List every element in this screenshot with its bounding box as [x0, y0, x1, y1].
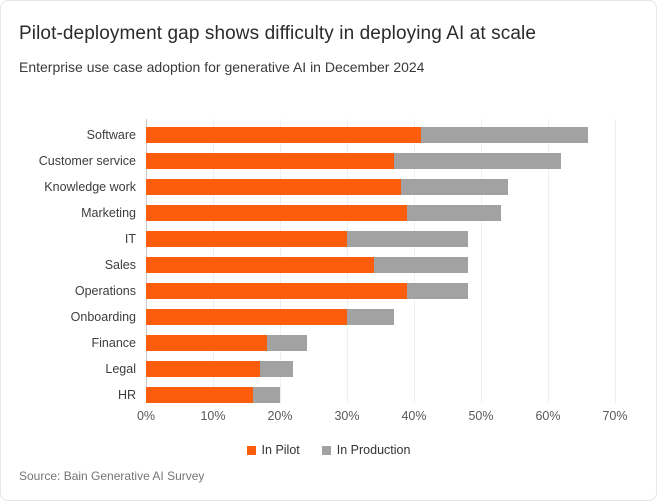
category-label: IT — [124, 232, 136, 246]
bar-segment-in-pilot — [146, 179, 401, 195]
chart-subtitle: Enterprise use case adoption for generat… — [19, 59, 425, 75]
x-tick-label: 10% — [200, 409, 226, 423]
x-tick-label: 40% — [401, 409, 427, 423]
legend-swatch-icon — [321, 445, 331, 455]
bar-row — [146, 283, 468, 299]
category-label: Finance — [91, 336, 136, 350]
bar-segment-in-production — [400, 179, 508, 195]
x-tick-label: 50% — [468, 409, 494, 423]
bar-row — [146, 205, 502, 221]
bar-segment-in-pilot — [146, 257, 374, 273]
legend-label: In Pilot — [261, 443, 300, 457]
bar-row — [146, 387, 280, 403]
category-label: Marketing — [81, 206, 136, 220]
gridline — [615, 119, 616, 403]
category-label: Operations — [74, 284, 136, 298]
x-tick-label: 30% — [334, 409, 360, 423]
bar-segment-in-pilot — [146, 361, 260, 377]
bar-row — [146, 361, 294, 377]
category-label: Sales — [104, 258, 136, 272]
bar-row — [146, 127, 589, 143]
bar-segment-in-pilot — [146, 283, 408, 299]
bar-segment-in-pilot — [146, 231, 347, 247]
bar-segment-in-production — [407, 283, 468, 299]
bar-row — [146, 153, 562, 169]
category-label: Customer service — [38, 154, 136, 168]
legend-label: In Production — [336, 443, 411, 457]
bar-row — [146, 335, 307, 351]
gridline — [548, 119, 549, 403]
source-note: Source: Bain Generative AI Survey — [19, 469, 205, 483]
legend-swatch-icon — [246, 445, 256, 455]
x-tick-label: 60% — [535, 409, 561, 423]
category-label: HR — [117, 388, 136, 402]
bar-row — [146, 309, 394, 325]
bar-segment-in-production — [253, 387, 280, 403]
gridline — [481, 119, 482, 403]
bar-segment-in-production — [259, 361, 294, 377]
x-tick-label: 70% — [602, 409, 628, 423]
bar-segment-in-pilot — [146, 387, 254, 403]
bar-segment-in-production — [266, 335, 307, 351]
bar-segment-in-production — [393, 153, 562, 169]
bar-segment-in-production — [373, 257, 468, 273]
category-label: Onboarding — [70, 310, 136, 324]
plot-area — [146, 119, 616, 403]
bar-segment-in-production — [407, 205, 502, 221]
bar-segment-in-pilot — [146, 335, 267, 351]
bar-row — [146, 257, 468, 273]
bar-row — [146, 231, 468, 247]
category-label: Legal — [105, 362, 136, 376]
bar-segment-in-production — [420, 127, 589, 143]
bar-row — [146, 179, 508, 195]
bar-segment-in-pilot — [146, 205, 408, 221]
page-title: Pilot-deployment gap shows difficulty in… — [19, 23, 537, 44]
x-tick-label: 0% — [136, 409, 156, 423]
category-label: Knowledge work — [44, 180, 136, 194]
category-label: Software — [86, 128, 136, 142]
bar-segment-in-pilot — [146, 309, 347, 325]
bar-segment-in-production — [347, 231, 468, 247]
legend: In Pilot In Production — [1, 443, 656, 457]
bar-segment-in-pilot — [146, 153, 394, 169]
x-tick-label: 20% — [267, 409, 293, 423]
legend-item: In Production — [321, 443, 411, 457]
bar-segment-in-production — [347, 309, 394, 325]
legend-item: In Pilot — [246, 443, 300, 457]
bar-segment-in-pilot — [146, 127, 421, 143]
